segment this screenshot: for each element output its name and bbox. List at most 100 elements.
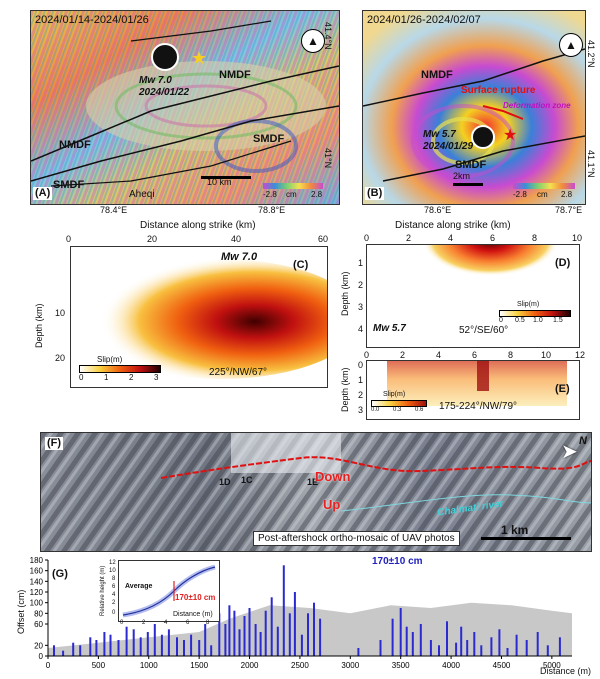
offset-bar — [319, 618, 322, 656]
panel-d-colorbar-title: Slip(m) — [517, 301, 540, 308]
panel-c-ytitle: Depth (km) — [34, 303, 44, 348]
panel-d-slip-distribution — [397, 245, 567, 312]
panel-a-star-icon: ★ — [191, 48, 208, 68]
panel-f-point-label: 1E — [307, 477, 319, 487]
panel-d-ytick: 4 — [358, 324, 364, 334]
panel-e-colorbar-title: Slip(m) — [383, 391, 406, 398]
panel-f-up-label: Up — [323, 497, 341, 512]
offset-bar — [233, 610, 236, 656]
panel-e-xtick: 12 — [575, 350, 586, 360]
offset-bar — [525, 640, 528, 656]
offset-bar — [391, 618, 394, 656]
offset-bar — [259, 632, 262, 656]
panel-g-profile-area — [48, 602, 572, 656]
offset-bar — [117, 640, 120, 656]
offset-bar — [132, 629, 135, 656]
offset-bar — [103, 632, 106, 656]
panel-f-caption: Post-aftershock ortho-mosaic of UAV phot… — [253, 531, 460, 546]
panel-g-inset: Average 170±10 cm Distance (m) — [118, 560, 220, 622]
panel-b-mw: Mw 5.7 — [423, 129, 456, 140]
x-tick-label: 1000 — [140, 661, 158, 670]
y-tick-label: 160 — [30, 567, 44, 576]
panel-b-scalebar — [453, 183, 483, 186]
panel-c-slip-distribution — [81, 259, 327, 379]
offset-bar — [243, 616, 246, 656]
offset-bar — [210, 645, 213, 656]
y-tick-label: 0 — [39, 652, 44, 661]
offset-bar — [438, 645, 440, 656]
panel-g-inset-plot — [122, 564, 216, 618]
offset-bar — [276, 626, 279, 656]
offset-bar — [307, 613, 309, 656]
panel-b-scalebar-label: 2km — [453, 171, 471, 181]
offset-bar — [204, 624, 207, 656]
panel-e-slip-distribution — [387, 361, 567, 406]
panel-f-scalebar — [481, 537, 571, 540]
panel-g-inset-ytick: 6 — [112, 584, 116, 590]
panel-a-colorbar-min: -2.8 — [263, 190, 277, 199]
panel-e-ytick: 0 — [358, 360, 364, 370]
panel-e-xtick: 6 — [472, 350, 478, 360]
offset-bar — [146, 632, 149, 656]
panel-g-peak-label: 170±10 cm — [372, 556, 423, 567]
panel-d-mechanism: 52°/SE/60° — [459, 325, 509, 336]
panel-a-town: Aheqi — [129, 189, 155, 200]
panel-c-colorbar — [79, 365, 161, 373]
offset-bar — [153, 624, 156, 656]
panel-a-north-arrow-icon: ▲ — [301, 29, 325, 53]
offset-bar — [53, 645, 55, 656]
panel-b-fault-label: NMDF — [421, 69, 453, 81]
panel-g-offset-chart: 0 500 1000 1500 2000 2500 3000 3500 4000 4500 5000… — [30, 556, 572, 670]
offset-bar — [125, 626, 128, 656]
panel-g-inset-xtitle: Distance (m) — [173, 611, 213, 618]
panel-a-beachball — [151, 43, 179, 71]
panel-f-north-icon: ➤ — [561, 441, 578, 463]
offset-bar — [536, 632, 539, 656]
panel-c-ytick: 20 — [55, 353, 66, 363]
offset-bar — [515, 634, 518, 656]
offset-bar — [429, 640, 432, 656]
panel-f-point-label: 1C — [241, 475, 253, 485]
offset-bar — [176, 637, 178, 656]
panel-b-star-icon: ★ — [503, 127, 518, 144]
panel-a-lon-tick: 78.8°E — [258, 205, 286, 215]
panel-e-xtick: 8 — [508, 350, 514, 360]
x-tick-label: 4500 — [493, 661, 511, 670]
offset-bar — [254, 624, 257, 656]
offset-bar — [238, 629, 241, 656]
panel-g-inset-ytick: 0 — [112, 610, 116, 616]
x-tick-label: 5000 — [543, 661, 561, 670]
panel-c-xtitle: Distance along strike (km) — [140, 220, 256, 231]
panel-a-fault-label: SMDF — [53, 179, 85, 191]
x-tick-label: 1500 — [190, 661, 208, 670]
panel-a-interferogram — [31, 11, 339, 204]
panel-d-colorbar — [499, 310, 571, 317]
panel-e-ytick: 2 — [358, 390, 364, 400]
panel-d-ytick: 3 — [358, 302, 364, 312]
panel-a-colorbar-max: 2.8 — [311, 190, 323, 199]
panel-a-scalebar-label: 10 km — [207, 177, 232, 187]
x-tick-label: 0 — [46, 661, 51, 670]
offset-bar — [183, 640, 185, 656]
panel-a-fault-label: NMDF — [59, 139, 91, 151]
panel-c-mechanism: 225°/NW/67° — [209, 367, 268, 378]
y-tick-label: 80 — [34, 609, 43, 618]
panel-b-fault-label: SMDF — [455, 159, 487, 171]
panel-b-north-arrow-icon: ▲ — [559, 33, 583, 57]
panel-c-xtick: 0 — [66, 234, 72, 244]
panel-a-fault-label: SMDF — [253, 133, 285, 145]
panel-d-ytitle: Depth (km) — [340, 271, 350, 316]
panel-f-down-label: Down — [315, 469, 351, 484]
offset-bar — [460, 626, 463, 656]
offset-bar — [293, 592, 296, 656]
panel-g-inset-ytick: 2 — [112, 600, 116, 606]
panel-d-xtitle: Distance along strike (km) — [395, 220, 511, 231]
offset-bar — [399, 608, 402, 656]
panel-c-mw: Mw 7.0 — [221, 251, 258, 263]
x-tick-label: 3000 — [341, 661, 359, 670]
panel-e-mechanism: 175-224°/NW/79° — [439, 401, 518, 412]
y-tick-label: 100 — [30, 599, 44, 608]
offset-bar — [405, 626, 408, 656]
offset-bar — [546, 645, 549, 656]
panel-b-interferogram — [363, 11, 585, 204]
